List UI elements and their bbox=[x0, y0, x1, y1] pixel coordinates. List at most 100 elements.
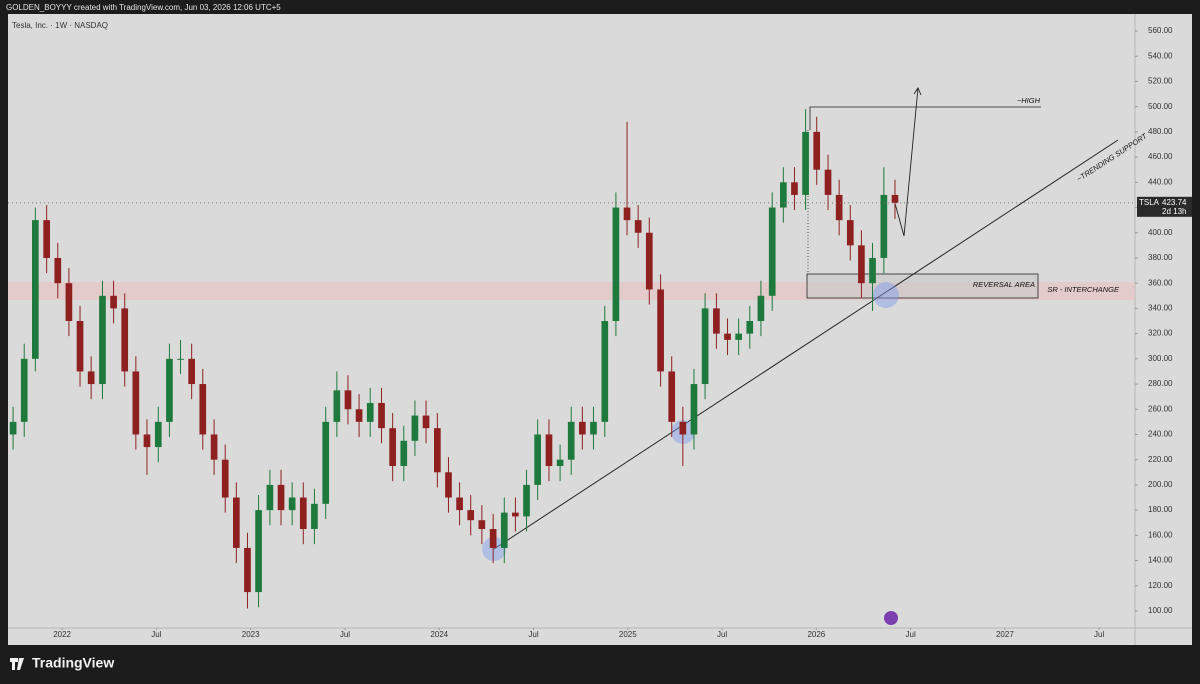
y-tick-label: 560.00 bbox=[1148, 26, 1173, 35]
y-tick-label: 540.00 bbox=[1148, 51, 1173, 60]
price-badge bbox=[1137, 196, 1192, 217]
annotation: ~HIGH bbox=[1017, 96, 1041, 105]
y-tick-label: 240.00 bbox=[1148, 430, 1173, 439]
brand: TradingView bbox=[32, 655, 114, 671]
candle-body bbox=[679, 421, 687, 435]
high-line bbox=[809, 106, 1041, 130]
candle-body bbox=[791, 182, 798, 195]
symbol-title: Tesla, Inc. · 1W · NASDAQ bbox=[12, 21, 108, 30]
candle-body bbox=[467, 510, 475, 521]
candle-body bbox=[835, 194, 843, 221]
candle-body bbox=[612, 207, 620, 321]
x-tick-label: 2026 bbox=[807, 630, 825, 639]
candle-body bbox=[366, 402, 374, 422]
x-tick-label: 2024 bbox=[430, 630, 448, 639]
candle-body bbox=[478, 520, 486, 530]
candle-body bbox=[824, 169, 832, 195]
candle-body bbox=[87, 371, 95, 385]
candle-body bbox=[713, 308, 720, 334]
candle-body bbox=[701, 308, 709, 385]
candle-body bbox=[266, 484, 274, 511]
x-tick-label: Jul bbox=[906, 630, 916, 639]
y-tick-label: 100.00 bbox=[1148, 606, 1173, 615]
candle-body bbox=[858, 245, 865, 284]
candle-body bbox=[9, 421, 17, 435]
price-value: 423.74 bbox=[1162, 198, 1187, 207]
candle-body bbox=[869, 257, 876, 284]
candle-body bbox=[434, 428, 441, 473]
x-tick-label: Jul bbox=[528, 630, 538, 639]
candle-body bbox=[355, 409, 363, 422]
candle-body bbox=[634, 220, 642, 233]
y-tick-label: 260.00 bbox=[1148, 404, 1173, 413]
event-icon bbox=[884, 611, 898, 625]
candle-body bbox=[76, 321, 84, 372]
candle-body bbox=[534, 434, 541, 485]
x-tick-label: Jul bbox=[151, 630, 161, 639]
candle-body bbox=[880, 194, 888, 258]
x-tick-label: 2023 bbox=[242, 630, 260, 639]
projection-arrow bbox=[892, 87, 919, 237]
candle-body bbox=[813, 131, 821, 170]
candle-body bbox=[668, 371, 676, 422]
candle-body bbox=[445, 472, 452, 498]
y-tick-label: 200.00 bbox=[1148, 480, 1173, 489]
candle-body bbox=[299, 497, 307, 530]
candle-body bbox=[154, 421, 162, 448]
x-tick-label: 2022 bbox=[53, 630, 71, 639]
candle-body bbox=[65, 283, 73, 321]
y-tick-label: 120.00 bbox=[1148, 581, 1173, 590]
candle-body bbox=[556, 459, 564, 466]
y-tick-label: 140.00 bbox=[1148, 556, 1173, 565]
y-tick-label: 280.00 bbox=[1148, 379, 1173, 388]
candle-body bbox=[400, 440, 408, 466]
candle-body bbox=[802, 131, 809, 195]
candle-body bbox=[143, 434, 151, 448]
candle-body bbox=[277, 484, 285, 511]
candle-body bbox=[567, 421, 575, 460]
price-countdown: 2d 13h bbox=[1162, 207, 1186, 216]
candle-body bbox=[590, 421, 597, 435]
candle-body bbox=[54, 257, 62, 284]
chart-area bbox=[8, 14, 1192, 645]
y-tick-label: 460.00 bbox=[1148, 152, 1173, 161]
candle-body bbox=[199, 384, 207, 435]
candle-body bbox=[768, 207, 776, 296]
x-tick-label: 2025 bbox=[619, 630, 637, 639]
candle-body bbox=[188, 358, 195, 385]
annotation: SR - INTERCHANGE bbox=[1047, 285, 1120, 294]
y-tick-label: 220.00 bbox=[1148, 455, 1173, 464]
y-tick-label: 360.00 bbox=[1148, 278, 1173, 287]
y-tick-label: 520.00 bbox=[1148, 77, 1173, 86]
candle-body bbox=[166, 358, 173, 422]
candle-body bbox=[601, 321, 609, 422]
candle-body bbox=[322, 421, 330, 504]
candle-body bbox=[110, 295, 117, 309]
y-tick-label: 320.00 bbox=[1148, 329, 1173, 338]
x-tick-label: Jul bbox=[1094, 630, 1104, 639]
candle-body bbox=[210, 434, 218, 460]
candle-body bbox=[255, 510, 262, 593]
annotation: REVERSAL AREA bbox=[973, 280, 1035, 289]
touch-point bbox=[482, 537, 506, 561]
candle-body bbox=[735, 333, 742, 340]
candle-body bbox=[690, 384, 698, 435]
candle-body bbox=[500, 512, 508, 548]
candle-body bbox=[891, 194, 899, 203]
candle-body bbox=[389, 428, 396, 466]
candle-body bbox=[32, 220, 39, 359]
candle-body bbox=[780, 182, 787, 208]
reversal-box bbox=[806, 273, 1039, 299]
candle-body bbox=[43, 220, 50, 258]
candle-body bbox=[344, 390, 352, 410]
candle-body bbox=[233, 497, 240, 548]
candle-body bbox=[545, 434, 553, 466]
touch-point bbox=[873, 282, 899, 308]
trend-line bbox=[493, 139, 1119, 550]
candle-body bbox=[724, 333, 731, 340]
candle-body bbox=[244, 547, 251, 593]
y-tick-label: 480.00 bbox=[1148, 127, 1173, 136]
candle-body bbox=[489, 529, 497, 548]
y-tick-label: 380.00 bbox=[1148, 253, 1173, 262]
